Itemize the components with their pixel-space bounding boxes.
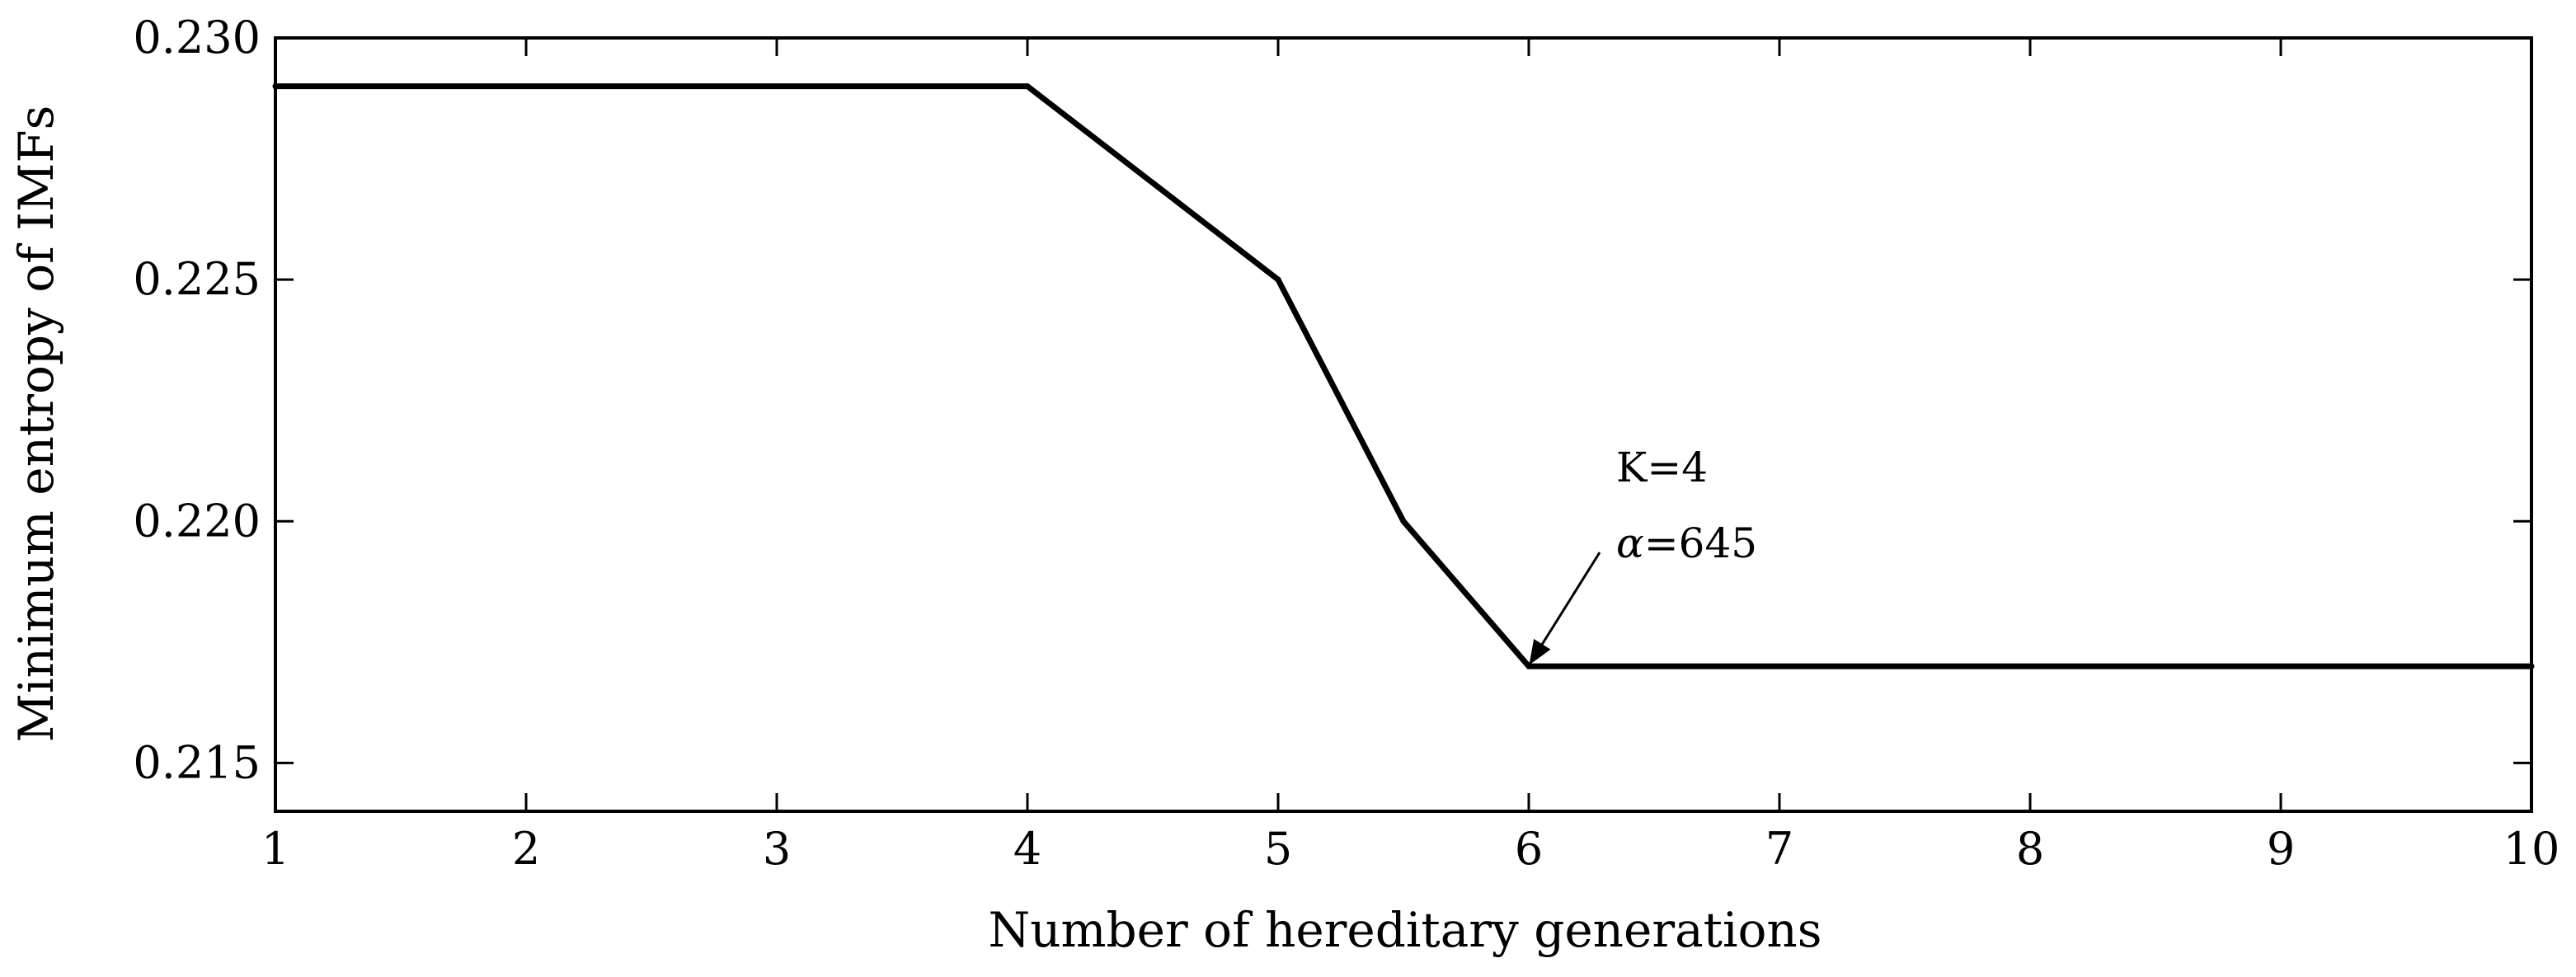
x-tick-label: 9 [2267, 823, 2295, 875]
annotation-alpha-text: α=645 [1616, 519, 1757, 567]
y-tick-label: 0.230 [133, 12, 261, 63]
data-point [1024, 83, 1031, 90]
y-tick-label: 0.225 [133, 253, 261, 305]
data-point [1400, 518, 1407, 524]
x-tick-label: 8 [2016, 823, 2044, 875]
x-tick-label: 1 [261, 823, 289, 875]
annotation-arrow [1529, 552, 1601, 665]
x-tick-label: 3 [763, 823, 791, 875]
x-tick-label: 7 [1765, 823, 1793, 875]
y-tick-label: 0.215 [133, 736, 261, 788]
alpha-symbol: α [1616, 519, 1644, 567]
x-tick-label: 10 [2503, 823, 2560, 875]
y-tick-label: 0.220 [133, 495, 261, 547]
data-points [272, 83, 2535, 669]
x-tick-label: 4 [1013, 823, 1041, 875]
annotation-k-text: K=4 [1616, 444, 1708, 491]
data-point [272, 83, 279, 90]
x-tick-label: 2 [512, 823, 540, 875]
data-point [1275, 276, 1281, 283]
y-axis-title: Minimum entropy of IMFs [8, 106, 64, 743]
plot-area-frame [274, 36, 2533, 813]
annotation-k-alpha: K=4 α=645 [1529, 444, 1757, 665]
x-axis-title: Number of hereditary generations [988, 902, 1822, 958]
x-tick-label: 6 [1515, 823, 1543, 875]
y-axis-ticks: 0.215 0.220 0.225 0.230 [133, 12, 2531, 788]
series-line [275, 83, 2531, 669]
x-tick-label: 5 [1264, 823, 1292, 875]
alpha-value: =645 [1644, 519, 1757, 567]
data-point [2528, 663, 2535, 669]
data-point [1525, 663, 1532, 669]
x-axis-ticks: 1 2 3 4 5 6 7 8 9 10 [261, 38, 2560, 875]
